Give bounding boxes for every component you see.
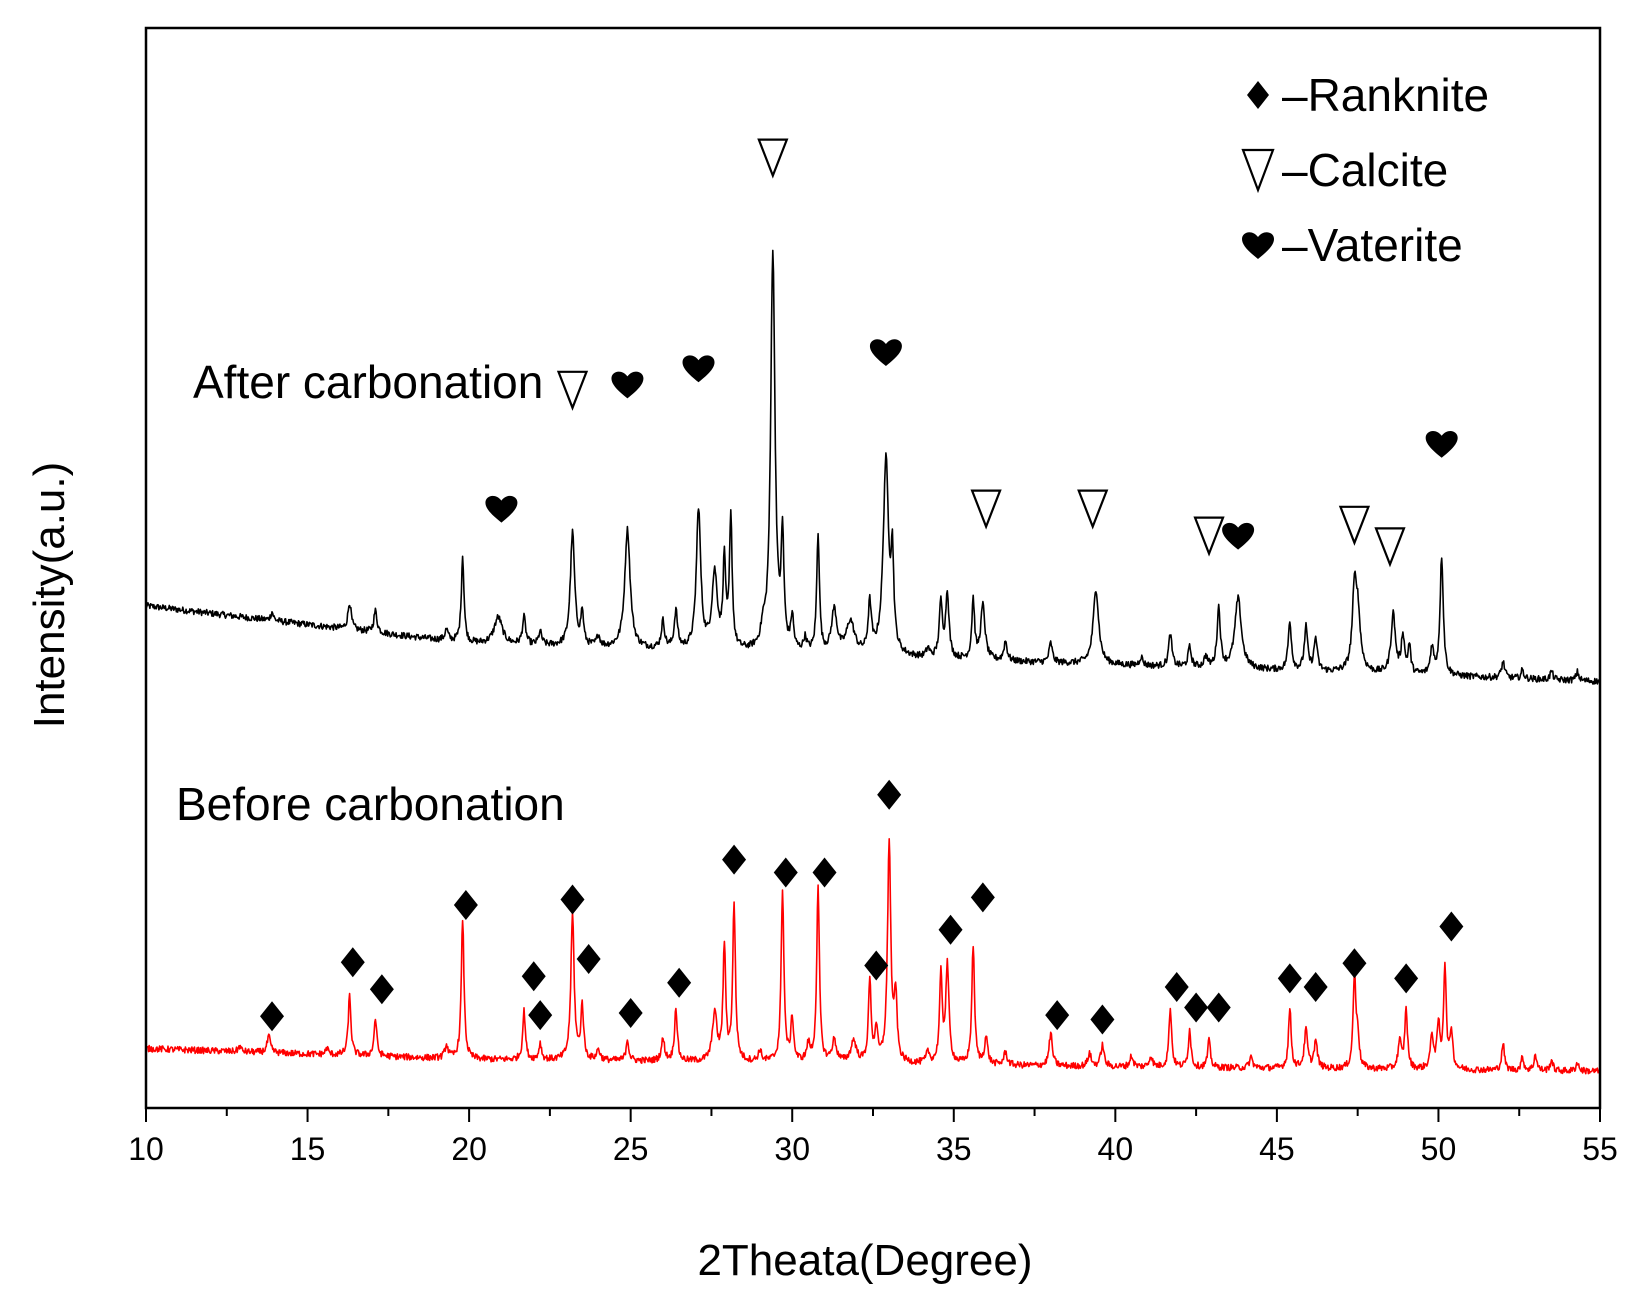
ranknite-diamond-marker	[864, 950, 889, 981]
vaterite-heart-marker	[869, 339, 902, 366]
ranknite-diamond-marker	[528, 1000, 553, 1031]
ranknite-diamond-marker	[773, 857, 798, 888]
vaterite-heart-marker	[1425, 431, 1458, 458]
x-tick-label: 15	[290, 1131, 326, 1167]
ranknite-diamond-marker	[369, 974, 394, 1005]
ranknite-diamond-marker	[260, 1001, 285, 1032]
ranknite-diamond-marker	[667, 967, 692, 998]
x-tick-label: 35	[936, 1131, 972, 1167]
x-tick-label: 20	[451, 1131, 487, 1167]
calcite-triangle-marker	[1193, 516, 1225, 557]
ranknite-diamond-marker	[618, 997, 643, 1028]
ranknite-diamond-marker	[812, 857, 837, 888]
series-line-before-carbonation	[145, 837, 1601, 1075]
x-axis-label: 2Theata(Degree)	[697, 1236, 1032, 1285]
series-label-after-carbonation: After carbonation	[193, 356, 543, 408]
ranknite-diamond-marker	[1277, 963, 1302, 994]
ranknite-diamond-marker	[938, 914, 963, 945]
legend-label: –Vaterite	[1282, 219, 1463, 271]
x-tick-label: 55	[1582, 1131, 1618, 1167]
ranknite-diamond-marker	[877, 779, 902, 810]
ranknite-diamond-marker	[1045, 1000, 1070, 1031]
calcite-triangle-marker	[757, 138, 789, 179]
calcite-triangle-marker	[1077, 489, 1109, 530]
ranknite-diamond-marker	[1439, 911, 1464, 942]
vaterite-heart-marker	[1222, 522, 1255, 550]
x-tick-label: 50	[1421, 1131, 1457, 1167]
legend-label: –Calcite	[1282, 144, 1448, 196]
ranknite-diamond-marker	[1342, 948, 1367, 979]
legend-ranknite-icon	[1247, 81, 1269, 109]
x-tick-label: 40	[1098, 1131, 1134, 1167]
x-tick-label: 25	[613, 1131, 649, 1167]
legend: –Ranknite –Calcite –Vaterite	[1241, 69, 1489, 271]
x-tick-label: 45	[1259, 1131, 1295, 1167]
vaterite-heart-marker	[682, 355, 715, 383]
calcite-triangle-marker	[556, 370, 589, 411]
series-line-after-carbonation	[145, 249, 1601, 685]
vaterite-heart-marker	[611, 371, 644, 399]
calcite-triangle-marker	[1374, 527, 1406, 568]
calcite-triangle-marker	[1338, 505, 1371, 546]
ranknite-diamond-marker	[1184, 992, 1209, 1023]
x-tick-label: 10	[128, 1131, 164, 1167]
ranknite-diamond-marker	[1394, 963, 1419, 994]
ranknite-diamond-marker	[521, 961, 546, 992]
ranknite-diamond-marker	[1164, 972, 1189, 1003]
series-label-before-carbonation: Before carbonation	[176, 778, 565, 830]
x-tick-label: 30	[774, 1131, 810, 1167]
ranknite-diamond-marker	[1206, 992, 1231, 1023]
plot-area	[145, 138, 1601, 1075]
legend-calcite-icon	[1241, 148, 1275, 194]
ranknite-diamond-marker	[970, 882, 995, 913]
ranknite-diamond-marker	[560, 884, 585, 915]
x-axis: 10 15 20 25 30 35 40 45 50 55	[128, 1108, 1618, 1167]
ranknite-diamond-marker	[1090, 1004, 1115, 1035]
vaterite-heart-marker	[485, 495, 518, 523]
ranknite-diamond-marker	[722, 844, 747, 875]
ranknite-diamond-marker	[340, 947, 365, 978]
ranknite-diamond-marker	[576, 943, 601, 974]
legend-vaterite-icon	[1242, 232, 1274, 259]
legend-label: –Ranknite	[1282, 69, 1489, 121]
calcite-triangle-marker	[970, 489, 1002, 530]
y-axis-label: Intensity(a.u.)	[25, 462, 74, 729]
ranknite-diamond-marker	[453, 889, 478, 920]
ranknite-diamond-marker	[1303, 972, 1328, 1003]
